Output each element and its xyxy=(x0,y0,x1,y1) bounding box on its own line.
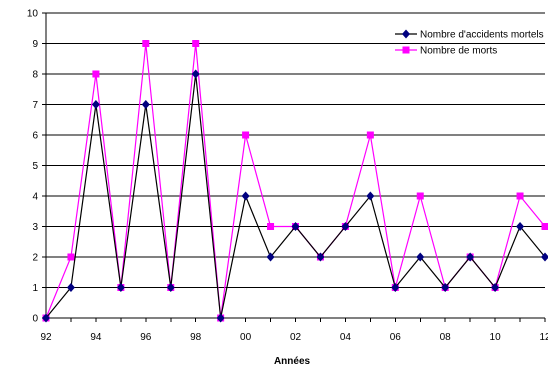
x-tick-label: 10 xyxy=(490,332,502,343)
data-point-marker xyxy=(366,191,375,201)
data-point-marker xyxy=(416,192,424,200)
legend-label: Nombre d'accidents mortels xyxy=(420,30,544,41)
x-tick-label: 92 xyxy=(40,332,52,343)
data-point-marker xyxy=(166,283,175,292)
data-point-marker xyxy=(267,223,275,230)
y-tick-label: 0 xyxy=(32,314,38,325)
data-point-marker xyxy=(142,40,150,47)
data-point-marker xyxy=(291,222,300,231)
y-tick-label: 10 xyxy=(27,9,39,20)
series-layer xyxy=(42,40,548,323)
y-tick-label: 3 xyxy=(32,222,38,233)
data-point-marker xyxy=(441,283,450,292)
data-point-marker xyxy=(341,222,350,231)
x-tick-label: 04 xyxy=(340,332,352,343)
x-axis-tick-labels: 92 94 96 98 00 02 04 06 08 10 12 xyxy=(40,332,548,343)
y-axis-tick-labels: 0 1 2 3 4 5 6 7 8 9 10 xyxy=(27,9,39,325)
x-tick-label: 98 xyxy=(190,332,202,343)
y-tick-label: 2 xyxy=(32,253,38,264)
x-axis-title: Années xyxy=(274,356,311,367)
data-point-marker xyxy=(516,192,524,200)
data-point-marker xyxy=(67,253,75,261)
data-point-marker xyxy=(391,283,400,292)
data-point-marker xyxy=(366,131,374,139)
legend: Nombre d'accidents mortels Nombre de mort… xyxy=(395,29,544,57)
data-point-marker xyxy=(116,283,125,292)
data-point-marker xyxy=(192,40,200,47)
data-point-marker xyxy=(316,252,325,262)
x-tick-label: 00 xyxy=(240,332,252,343)
axes xyxy=(42,12,546,322)
y-tick-label: 7 xyxy=(32,100,38,111)
data-point-marker xyxy=(516,222,525,231)
data-point-marker xyxy=(242,131,250,139)
data-point-marker xyxy=(491,283,500,292)
data-point-marker xyxy=(92,70,100,78)
x-tick-label: 06 xyxy=(390,332,402,343)
legend-label: Nombre de morts xyxy=(420,46,497,57)
y-tick-label: 6 xyxy=(32,131,38,142)
data-point-marker xyxy=(541,252,548,262)
data-point-marker xyxy=(266,252,275,262)
data-point-marker xyxy=(91,100,100,109)
y-tick-label: 5 xyxy=(32,161,38,172)
data-point-marker xyxy=(416,252,425,262)
data-point-marker xyxy=(466,252,475,262)
y-tick-label: 4 xyxy=(32,192,38,203)
data-point-marker xyxy=(241,191,250,201)
x-tick-label: 08 xyxy=(440,332,452,343)
x-tick-label: 12 xyxy=(539,332,548,343)
data-point-marker xyxy=(66,283,75,292)
y-tick-label: 9 xyxy=(32,39,38,50)
x-tick-label: 96 xyxy=(140,332,152,343)
y-tick-label: 8 xyxy=(32,70,38,81)
legend-swatch-marker xyxy=(402,29,410,39)
legend-swatch-marker xyxy=(402,46,410,54)
x-tick-label: 02 xyxy=(290,332,302,343)
data-point-marker xyxy=(216,313,225,323)
series-line xyxy=(45,43,546,319)
data-point-marker xyxy=(42,313,50,323)
data-point-marker xyxy=(191,69,200,79)
data-point-marker xyxy=(541,223,548,230)
data-point-marker xyxy=(141,100,150,109)
x-tick-label: 94 xyxy=(90,332,102,343)
y-tick-label: 1 xyxy=(32,283,38,294)
